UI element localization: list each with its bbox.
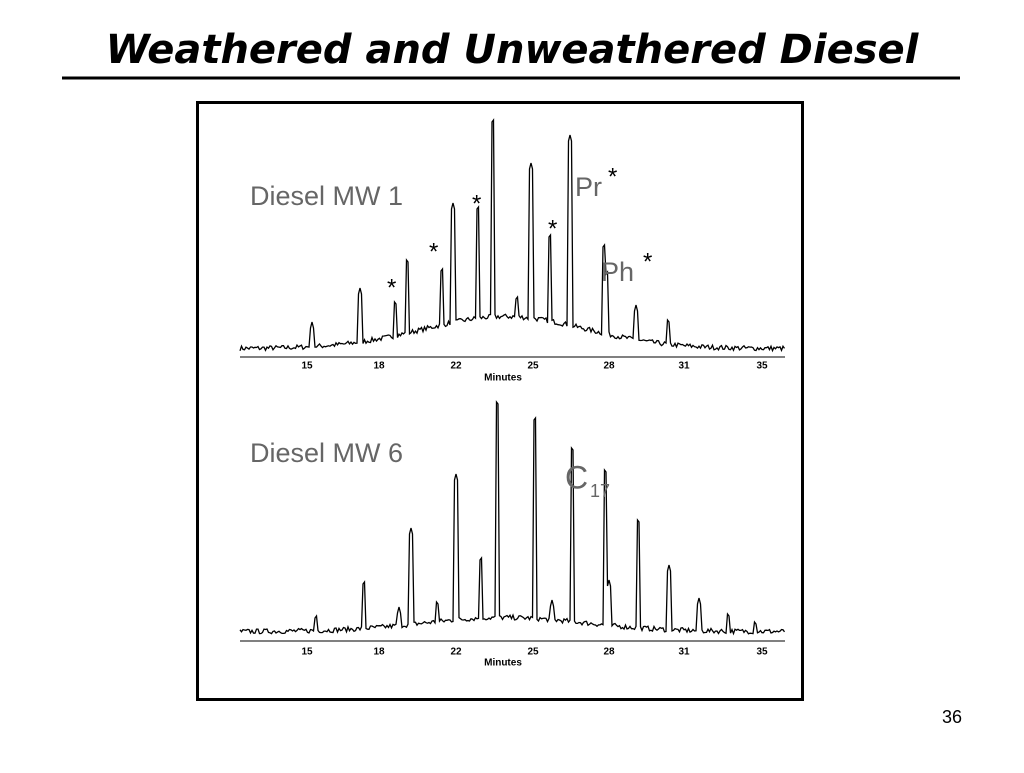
axis-tick-label: 28 — [603, 647, 615, 658]
chromatogram-trace — [239, 400, 786, 636]
axis-tick-label: 18 — [373, 361, 385, 372]
axis-label: Minutes — [484, 373, 522, 384]
axis-tick-label: 22 — [450, 361, 462, 372]
page-number: 36 — [942, 707, 962, 727]
peak-label: C — [565, 459, 588, 495]
panel-label: Diesel MW 1 — [250, 181, 403, 211]
panel-label: Diesel MW 6 — [250, 438, 403, 468]
axis-tick-label: 35 — [756, 361, 768, 372]
peak-label: Pr — [575, 172, 602, 202]
axis-label: Minutes — [484, 658, 522, 669]
axis-tick-label: 28 — [603, 361, 615, 372]
marker: * — [548, 215, 557, 242]
axis-tick-label: 35 — [756, 647, 768, 658]
axis-tick-label: 25 — [527, 647, 539, 658]
slide-title: Weathered and Unweathered Diesel — [106, 27, 920, 73]
marker: * — [429, 238, 438, 265]
axis-tick-label: 15 — [301, 647, 313, 658]
chromatogram-trace — [239, 118, 786, 353]
axis-tick-label: 18 — [373, 647, 385, 658]
figure-frame — [196, 101, 804, 701]
marker: * — [608, 163, 617, 190]
marker: * — [472, 190, 481, 217]
axis-tick-label: 25 — [527, 361, 539, 372]
peak-label: Ph — [601, 257, 634, 287]
peak-label-subscript: 17 — [590, 481, 610, 501]
axis-tick-label: 31 — [678, 361, 690, 372]
axis-tick-label: 31 — [678, 647, 690, 658]
axis-tick-label: 22 — [450, 647, 462, 658]
marker: * — [643, 248, 652, 275]
axis-tick-label: 15 — [301, 361, 313, 372]
marker: * — [387, 274, 396, 301]
